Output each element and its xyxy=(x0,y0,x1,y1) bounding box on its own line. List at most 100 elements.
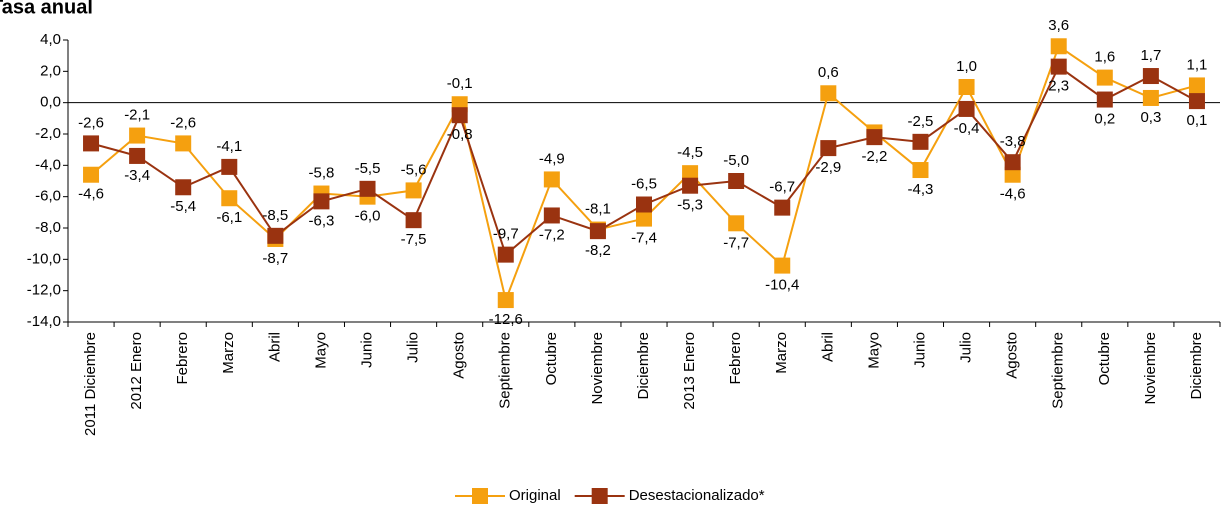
data-label: -3,8 xyxy=(1000,133,1026,150)
x-tick-label: Octubre xyxy=(543,332,560,385)
x-tick-label: Octubre xyxy=(1096,332,1113,385)
y-tick-label: -8,0 xyxy=(35,219,61,236)
marker xyxy=(912,162,929,179)
x-tick-label: 2013 Enero xyxy=(681,332,698,410)
marker xyxy=(221,190,238,207)
data-label: -2,2 xyxy=(861,148,887,165)
marker xyxy=(543,171,560,188)
x-tick-label: Julio xyxy=(958,332,975,363)
data-label: -8,2 xyxy=(585,242,611,259)
data-label: -0,4 xyxy=(954,120,980,137)
marker xyxy=(1142,68,1159,85)
x-tick-label: 2012 Enero xyxy=(128,332,145,410)
data-label: 1,0 xyxy=(956,58,977,75)
data-label: -2,5 xyxy=(908,113,934,130)
legend-marker xyxy=(591,488,608,504)
marker xyxy=(83,166,100,183)
marker xyxy=(1050,58,1067,75)
x-tick-label: Febrero xyxy=(174,332,191,385)
x-tick-label: Abril xyxy=(819,332,836,362)
y-tick-label: -4,0 xyxy=(35,156,61,173)
y-tick-label: 2,0 xyxy=(40,62,61,79)
data-label: -8,5 xyxy=(262,207,288,224)
x-tick-label: Mayo xyxy=(312,332,329,369)
marker xyxy=(958,100,975,117)
x-tick-label: Marzo xyxy=(220,332,237,374)
marker xyxy=(774,199,791,216)
data-label: -7,7 xyxy=(723,234,749,251)
x-tick-label: 2011 Diciembre xyxy=(82,332,99,436)
x-tick-label: Noviembre xyxy=(1142,332,1159,405)
x-tick-label: Septiembre xyxy=(1050,332,1067,409)
data-label: -2,6 xyxy=(170,114,196,131)
data-label: -9,7 xyxy=(493,226,519,243)
marker xyxy=(774,257,791,274)
data-label: -6,1 xyxy=(216,209,242,226)
x-tick-label: Febrero xyxy=(727,332,744,385)
data-label: 0,6 xyxy=(818,64,839,81)
y-tick-label: -14,0 xyxy=(27,313,61,330)
x-tick-label: Junio xyxy=(358,332,375,368)
data-label: -5,5 xyxy=(355,160,381,177)
data-label: -4,9 xyxy=(539,150,565,167)
y-tick-label: 0,0 xyxy=(40,94,61,111)
data-label: 1,7 xyxy=(1140,47,1161,64)
legend-label: Desestacionalizado* xyxy=(629,487,765,504)
data-label: -4,6 xyxy=(78,186,104,203)
marker xyxy=(313,193,330,210)
marker xyxy=(359,180,376,197)
data-label: -12,6 xyxy=(489,311,523,328)
marker xyxy=(682,165,699,182)
marker xyxy=(129,127,146,144)
marker xyxy=(1050,38,1067,55)
data-label: -8,7 xyxy=(262,250,288,267)
x-tick-label: Diciembre xyxy=(1188,332,1205,400)
marker xyxy=(451,107,468,124)
marker xyxy=(728,215,745,232)
data-label: -0,8 xyxy=(447,126,473,143)
data-label: -5,8 xyxy=(309,165,335,182)
marker xyxy=(1188,77,1205,94)
y-tick-label: -2,0 xyxy=(35,125,61,142)
marker xyxy=(912,133,929,150)
x-tick-label: Septiembre xyxy=(497,332,514,409)
marker xyxy=(129,147,146,164)
data-label: 1,1 xyxy=(1187,56,1208,73)
marker xyxy=(543,207,560,224)
data-label: -5,4 xyxy=(170,198,196,215)
data-label: -2,1 xyxy=(124,107,150,124)
data-label: -2,9 xyxy=(815,159,841,176)
marker xyxy=(1096,91,1113,108)
data-label: -0,1 xyxy=(447,75,473,92)
data-label: -5,3 xyxy=(677,197,703,214)
marker xyxy=(405,212,422,229)
x-tick-label: Noviembre xyxy=(589,332,606,405)
data-label: -4,3 xyxy=(908,181,934,198)
y-tick-label: 4,0 xyxy=(40,31,61,48)
series-line xyxy=(90,44,1198,304)
data-label: 0,1 xyxy=(1187,112,1208,129)
data-label: -10,4 xyxy=(765,277,799,294)
x-tick-label: Diciembre xyxy=(635,332,652,400)
data-label: 2,3 xyxy=(1048,78,1069,95)
data-label: -6,3 xyxy=(309,212,335,229)
data-label: -3,4 xyxy=(124,167,150,184)
data-label: 3,6 xyxy=(1048,17,1069,34)
data-label: -4,5 xyxy=(677,144,703,161)
legend-marker xyxy=(472,488,488,504)
data-label: -4,6 xyxy=(1000,186,1026,203)
x-tick-label: Mayo xyxy=(865,332,882,369)
marker xyxy=(866,129,883,146)
marker xyxy=(175,179,192,196)
marker xyxy=(589,223,606,240)
marker xyxy=(221,158,238,175)
data-label: 1,6 xyxy=(1094,49,1115,66)
data-label: -6,0 xyxy=(355,208,381,225)
marker xyxy=(267,227,284,244)
data-label: -7,2 xyxy=(539,226,565,243)
x-tick-label: Julio xyxy=(405,332,422,363)
data-label: -6,5 xyxy=(631,175,657,192)
marker xyxy=(405,182,422,199)
legend-label: Original xyxy=(509,487,561,504)
x-tick-label: Junio xyxy=(911,332,928,368)
